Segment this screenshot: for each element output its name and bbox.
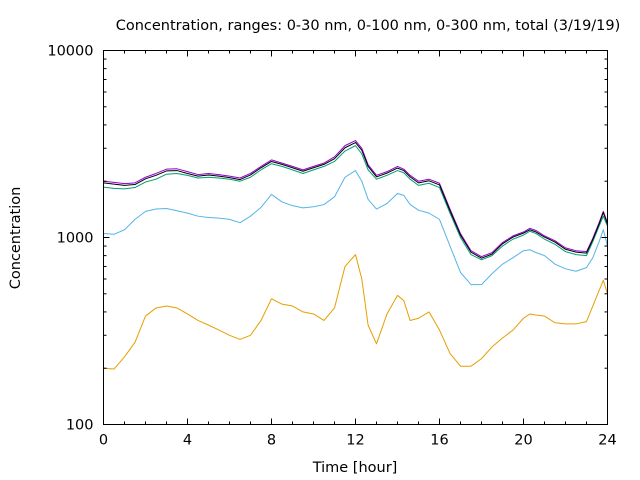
y-tick-label: 1000	[57, 231, 94, 247]
plot-frame	[103, 50, 608, 425]
x-tick-label: 0	[99, 433, 108, 449]
series-layer	[103, 140, 608, 370]
y-tick-label: 10000	[47, 44, 93, 60]
series-line-5	[103, 142, 608, 259]
x-axis-label: Time [hour]	[312, 460, 398, 476]
x-tick-label: 16	[430, 433, 448, 449]
x-tick-label: 8	[267, 433, 276, 449]
ticks-layer: 0 4 8 12 16 20 24 100 1000 10000	[47, 44, 616, 449]
series-line-3	[103, 145, 608, 261]
series-line-4	[103, 140, 608, 258]
x-tick-label: 12	[346, 433, 364, 449]
y-axis-label: Concentration	[8, 187, 24, 290]
chart-title: Concentration, ranges: 0-30 nm, 0-100 nm…	[116, 18, 621, 34]
x-tick-label: 24	[598, 433, 616, 449]
series-line-1	[103, 254, 608, 370]
y-tick-label: 100	[66, 418, 94, 434]
x-tick-label: 4	[183, 433, 192, 449]
series-line-2	[103, 170, 608, 286]
x-tick-label: 20	[514, 433, 532, 449]
